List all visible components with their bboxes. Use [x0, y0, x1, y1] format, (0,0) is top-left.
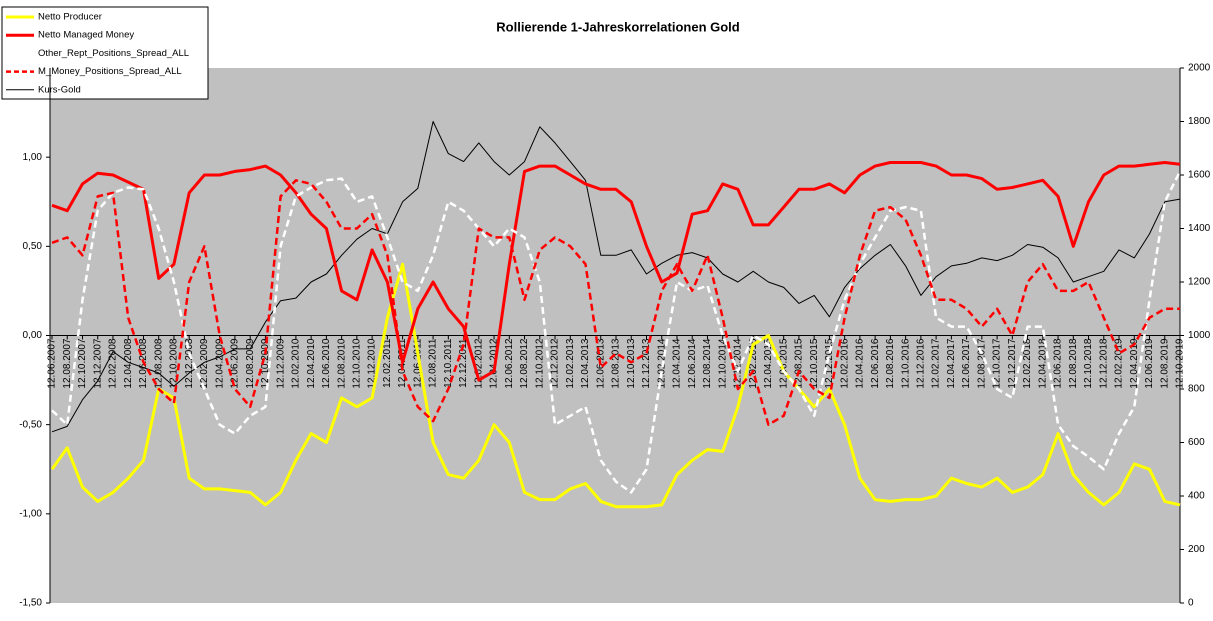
legend-label: Kurs-Gold [38, 84, 81, 95]
x-tick-label: 12.12.2008 [184, 338, 195, 388]
x-tick-label: 12.08.2017 [976, 338, 987, 388]
x-tick-label: 12.02.2011 [382, 338, 393, 388]
x-tick-label: 12.06.2015 [778, 338, 789, 388]
y2-tick-label: 1800 [1188, 116, 1211, 127]
y-tick-label: 0,00 [23, 330, 43, 341]
x-tick-label: 12.04.2018 [1037, 338, 1048, 388]
x-tick-label: 12.10.2012 [534, 338, 545, 388]
x-tick-label: 12.02.2012 [473, 338, 484, 388]
x-tick-label: 12.08.2011 [428, 338, 439, 388]
x-tick-label: 12.04.2008 [123, 338, 134, 388]
legend-label: Other_Rept_Positions_Spread_ALL [38, 48, 189, 59]
x-tick-label: 12.02.2017 [931, 338, 942, 388]
x-tick-label: 12.08.2007 [62, 338, 73, 388]
x-tick-label: 12.04.2016 [855, 338, 866, 388]
x-tick-label: 12.08.2014 [702, 338, 713, 388]
x-tick-label: 12.08.2012 [519, 338, 530, 388]
x-tick-label: 12.04.2013 [580, 338, 591, 388]
y2-tick-label: 1600 [1188, 170, 1211, 181]
x-tick-label: 12.08.2010 [336, 338, 347, 388]
y2-tick-label: 1200 [1188, 277, 1211, 288]
x-tick-label: 12.04.2017 [946, 338, 957, 388]
series-line [51, 179, 1180, 426]
x-tick-label: 12.10.2015 [809, 338, 820, 388]
series-line [51, 161, 1181, 382]
y2-tick-label: 200 [1188, 544, 1205, 555]
x-tick-label: 12.04.2019 [1129, 338, 1140, 388]
x-tick-label: 12.10.2016 [900, 338, 911, 388]
x-tick-label: 12.02.2015 [748, 338, 759, 388]
x-tick-label: 12.06.2009 [230, 338, 241, 388]
x-tick-label: 12.02.2008 [108, 338, 119, 388]
x-tick-label: 12.08.2015 [794, 338, 805, 388]
x-tick-label: 12.02.2016 [839, 338, 850, 388]
x-tick-label: 12.06.2010 [321, 338, 332, 388]
x-tick-label: 12.12.2018 [1098, 338, 1109, 388]
x-tick-label: 12.10.2010 [352, 338, 363, 388]
x-tick-label: 12.04.2015 [763, 338, 774, 388]
x-tick-label: 12.02.2010 [291, 338, 302, 388]
x-tick-label: 12.08.2019 [1159, 338, 1170, 388]
x-tick-label: 12.02.2019 [1114, 338, 1125, 388]
y2-tick-label: 1000 [1188, 330, 1211, 341]
x-tick-label: 12.06.2014 [687, 338, 698, 388]
x-tick-label: 12.10.2019 [1175, 338, 1186, 388]
series-line [51, 121, 1181, 433]
y2-tick-label: 2000 [1188, 63, 1211, 74]
x-tick-label: 12.10.2014 [717, 338, 728, 388]
legend-label: Netto Managed Money [38, 30, 134, 41]
x-tick-label: 12.12.2010 [367, 338, 378, 388]
x-tick-label: 12.04.2009 [214, 338, 225, 388]
x-tick-label: 12.06.2016 [870, 338, 881, 388]
x-tick-label: 12.10.2017 [992, 338, 1003, 388]
x-tick-label: 12.02.2013 [565, 338, 576, 388]
x-tick-label: 12.12.2016 [916, 338, 927, 388]
x-tick-label: 12.10.2011 [443, 338, 454, 388]
x-tick-label: 12.06.2018 [1053, 338, 1064, 388]
x-tick-label: 12.12.2013 [641, 338, 652, 388]
legend: Netto Producer Netto Managed Money Other_R… [1, 6, 209, 100]
x-tick-label: 12.04.2014 [672, 338, 683, 388]
y2-tick-label: 800 [1188, 384, 1205, 395]
x-tick-label: 12.04.2010 [306, 338, 317, 388]
x-tick-label: 12.12.2017 [1007, 338, 1018, 388]
y2-tick-label: 1400 [1188, 223, 1211, 234]
x-tick-label: 12.10.2007 [77, 338, 88, 388]
x-tick-label: 12.08.2016 [885, 338, 896, 388]
y2-tick-label: 0 [1188, 598, 1194, 609]
y-tick-label: 0,50 [23, 241, 43, 252]
y2-tick-label: 600 [1188, 437, 1205, 448]
x-tick-label: 12.08.2009 [245, 338, 256, 388]
x-tick-label: 12.02.2018 [1022, 338, 1033, 388]
x-tick-label: 12.12.2014 [733, 338, 744, 388]
x-tick-label: 12.10.2009 [260, 338, 271, 388]
y-tick-label: -1,00 [19, 508, 42, 519]
x-tick-label: 12.06.2012 [504, 338, 515, 388]
chart-title: Rollierende 1-Jahreskorrelationen Gold [496, 19, 740, 34]
x-tick-label: 12.12.2007 [92, 338, 103, 388]
y-tick-label: -1,50 [19, 598, 42, 609]
x-tick-label: 12.12.2015 [824, 338, 835, 388]
y-tick-label: 1,00 [23, 152, 43, 163]
y2-tick-label: 400 [1188, 491, 1205, 502]
series-line [51, 170, 1182, 494]
legend-box [1, 6, 209, 100]
x-tick-label: 12.12.2009 [275, 338, 286, 388]
x-tick-label: 12.08.2008 [153, 338, 164, 388]
x-tick-label: 12.12.2011 [458, 338, 469, 388]
legend-label: M_Money_Positions_Spread_ALL [38, 66, 182, 77]
x-tick-label: 12.06.2007 [47, 338, 58, 388]
x-tick-label: 12.02.2009 [199, 338, 210, 388]
legend-label: Netto Producer [38, 12, 102, 23]
x-tick-label: 12.10.2018 [1083, 338, 1094, 388]
x-tick-label: 12.10.2008 [169, 338, 180, 388]
x-tick-label: 12.08.2018 [1068, 338, 1079, 388]
series-line [50, 262, 1181, 509]
y-tick-label: -0,50 [19, 419, 42, 430]
x-tick-label: 12.06.2019 [1144, 338, 1155, 388]
x-tick-label: 12.06.2017 [961, 338, 972, 388]
x-tick-label: 12.12.2012 [550, 338, 561, 388]
x-tick-label: 12.08.2013 [611, 338, 622, 388]
